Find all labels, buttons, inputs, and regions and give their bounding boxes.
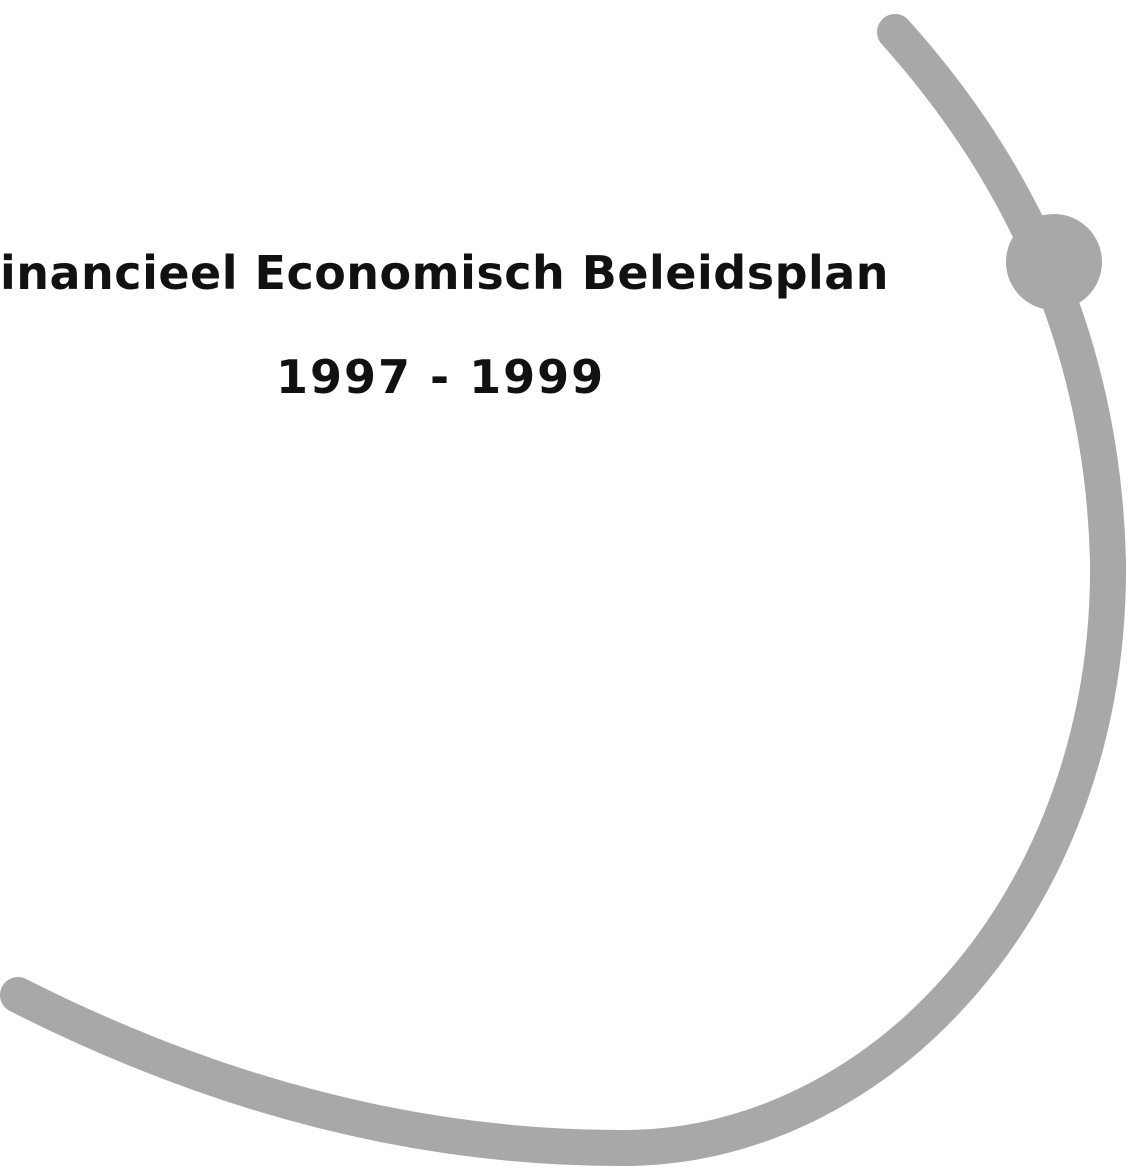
arc	[18, 32, 1108, 1148]
title: inancieel Economisch Beleidsplan	[0, 246, 889, 300]
arc-knob	[1006, 214, 1102, 310]
page: inancieel Economisch Beleidsplan 1997 - …	[0, 0, 1132, 1167]
period: 1997 - 1999	[276, 350, 605, 404]
decoration	[0, 0, 1132, 1167]
